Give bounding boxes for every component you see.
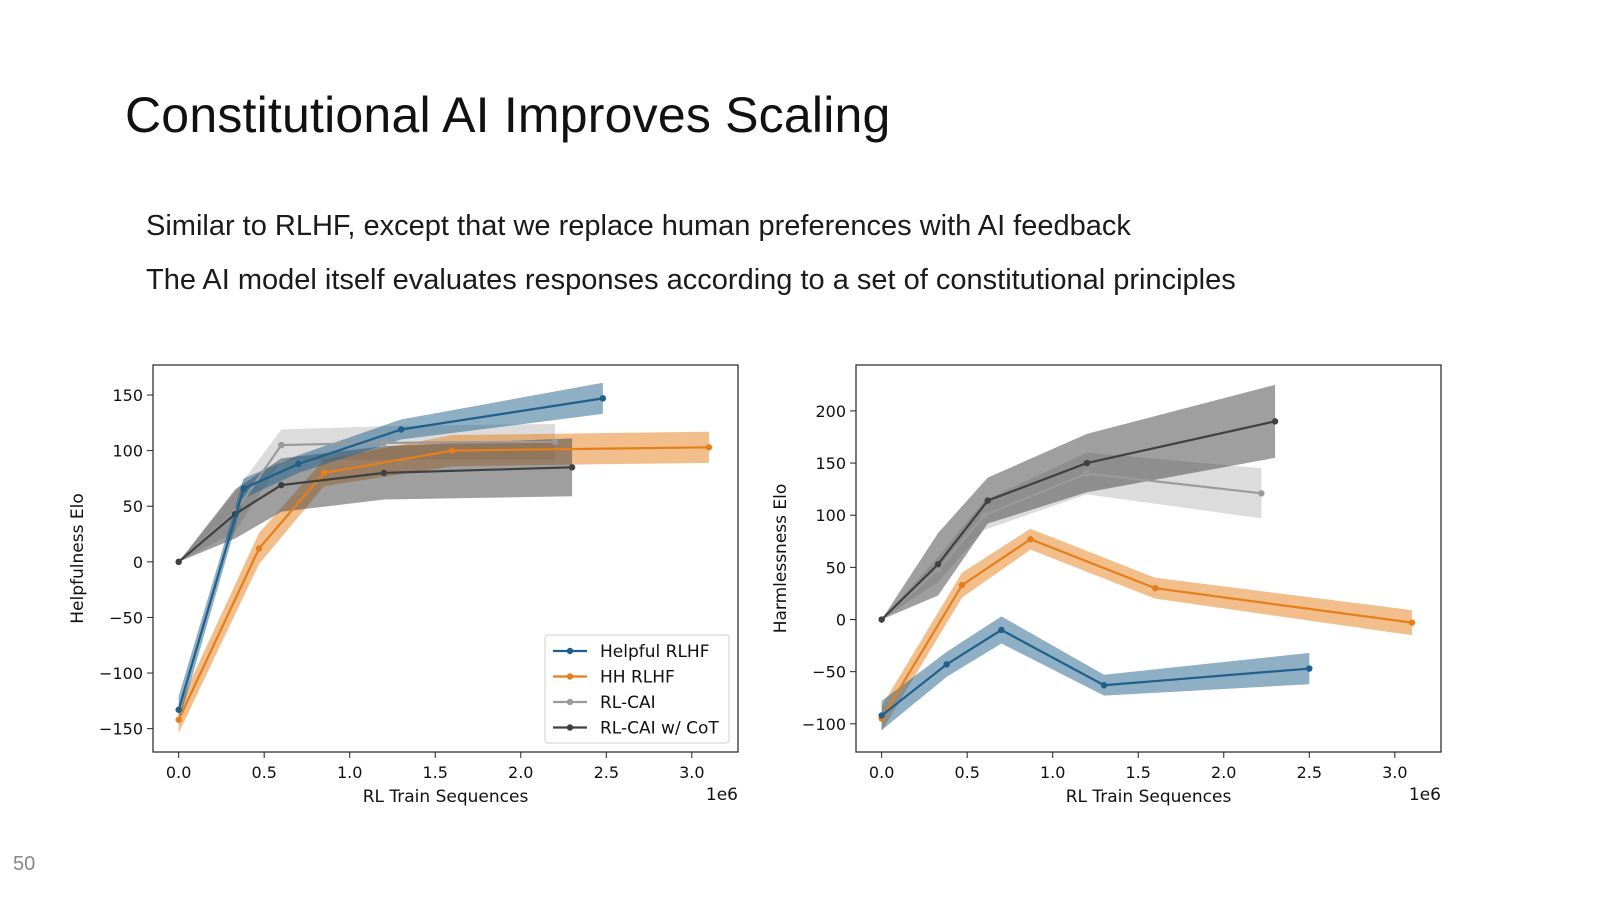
data-point-helpful-rlhf (1100, 682, 1108, 689)
data-point-rl-cai-w-cot (1083, 459, 1091, 467)
band-rl-cai (881, 452, 1262, 620)
y-tick-label: −100 (802, 715, 846, 734)
y-tick-label: 100 (112, 442, 143, 461)
data-point-hh-rlhf (320, 469, 328, 477)
data-point-helpful-rlhf (295, 460, 302, 468)
legend-label-hh-rlhf: HH RLHF (600, 668, 675, 688)
bullet-point: Similar to RLHF, except that we replace … (146, 210, 1131, 242)
x-tick-label: 0.0 (166, 763, 191, 782)
data-point-hh-rlhf (1408, 619, 1416, 626)
x-tick-label: 2.0 (508, 763, 533, 782)
y-tick-label: 100 (815, 506, 846, 525)
legend-marker-rl-cai-w-cot (566, 724, 574, 731)
data-point-helpful-rlhf (175, 706, 182, 713)
data-point-rl-cai-w-cot (278, 481, 285, 489)
x-tick-label: 0.0 (869, 763, 894, 782)
legend-label-rl-cai-w-cot: RL-CAI w/ CoT (600, 719, 719, 739)
y-tick-label: 50 (826, 558, 846, 577)
data-point-hh-rlhf (1027, 536, 1034, 543)
legend-box (544, 634, 730, 744)
y-axis-label: Helpfulness Elo (68, 493, 88, 623)
data-point-hh-rlhf (1152, 585, 1159, 592)
data-point-hh-rlhf (705, 444, 713, 451)
data-point-rl-cai-w-cot (984, 497, 991, 504)
x-axis-label: RL Train Sequences (1066, 787, 1232, 807)
data-point-rl-cai-w-cot (175, 558, 182, 566)
x-tick-label: 2.5 (594, 763, 619, 782)
band-hh-rlhf (178, 431, 709, 734)
y-tick-label: −150 (99, 720, 143, 739)
legend-label-rl-cai: RL-CAI (600, 693, 656, 713)
data-point-helpful-rlhf (878, 712, 885, 719)
x-tick-label: 3.0 (1382, 763, 1407, 782)
axes-frame (855, 364, 1442, 753)
data-point-hh-rlhf (255, 545, 263, 552)
data-point-rl-cai-w-cot (380, 469, 388, 477)
data-point-hh-rlhf (958, 581, 966, 589)
slide-number: 50 (13, 853, 36, 875)
y-tick-label: 0 (133, 553, 143, 572)
legend-label-helpful-rlhf: Helpful RLHF (600, 642, 710, 662)
data-point-hh-rlhf (449, 447, 456, 454)
data-point-rl-cai-w-cot (1271, 418, 1279, 425)
band-helpful-rlhf (178, 382, 603, 724)
data-point-hh-rlhf (175, 716, 182, 723)
slide-title: Constitutional AI Improves Scaling (125, 87, 891, 143)
data-point-rl-cai (380, 439, 388, 447)
data-point-rl-cai-w-cot (878, 616, 885, 623)
y-axis-label: Harmlessness Elo (771, 484, 791, 634)
data-point-helpful-rlhf (1306, 665, 1313, 672)
band-helpful-rlhf (881, 616, 1310, 731)
plot-area (878, 384, 1416, 732)
legend-marker-rl-cai (566, 698, 574, 706)
x-tick-label: 1.0 (1040, 763, 1065, 782)
data-point-helpful-rlhf (599, 395, 607, 402)
x-tick-label: 0.5 (954, 763, 979, 782)
bullet-point: The AI model itself evaluates responses … (146, 264, 1236, 296)
legend-marker-helpful-rlhf (566, 647, 574, 655)
y-tick-label: 150 (815, 454, 846, 473)
x-tick-label: 1.5 (1126, 763, 1151, 782)
data-point-helpful-rlhf (998, 626, 1005, 634)
data-point-rl-cai (1258, 490, 1265, 497)
x-tick-label: 3.0 (679, 763, 704, 782)
x-tick-label: 1.5 (423, 763, 448, 782)
axes-frame (152, 364, 739, 753)
x-tick-label: 2.5 (1297, 763, 1322, 782)
data-point-rl-cai-w-cot (568, 464, 576, 471)
data-point-rl-cai (934, 566, 942, 573)
y-tick-label: −100 (99, 664, 143, 683)
data-point-rl-cai (278, 441, 285, 449)
data-point-helpful-rlhf (397, 426, 405, 433)
data-point-rl-cai (1083, 470, 1091, 477)
data-point-helpful-rlhf (943, 661, 950, 668)
data-point-rl-cai (551, 438, 559, 445)
legend: Helpful RLHF HH RLHF RL-CAI RL-CAI w/ CoT (544, 634, 730, 744)
plot-area (175, 382, 713, 734)
y-tick-label: 150 (112, 386, 143, 405)
x-tick-label: 0.5 (251, 763, 276, 782)
y-tick-label: −50 (109, 608, 143, 627)
x-tick-label: 2.0 (1211, 763, 1236, 782)
y-tick-label: 200 (815, 402, 846, 421)
x-tick-label: 1.0 (337, 763, 362, 782)
x-axis-label: RL Train Sequences (363, 787, 529, 807)
data-point-rl-cai (981, 512, 988, 519)
y-tick-label: 0 (836, 611, 846, 630)
data-point-helpful-rlhf (240, 485, 247, 492)
data-point-rl-cai-w-cot (934, 561, 942, 568)
x-offset-label: 1e6 (1409, 785, 1441, 805)
x-offset-label: 1e6 (706, 785, 738, 805)
legend-marker-hh-rlhf (566, 673, 574, 680)
y-tick-label: 50 (123, 497, 143, 516)
y-tick-label: −50 (812, 663, 846, 682)
